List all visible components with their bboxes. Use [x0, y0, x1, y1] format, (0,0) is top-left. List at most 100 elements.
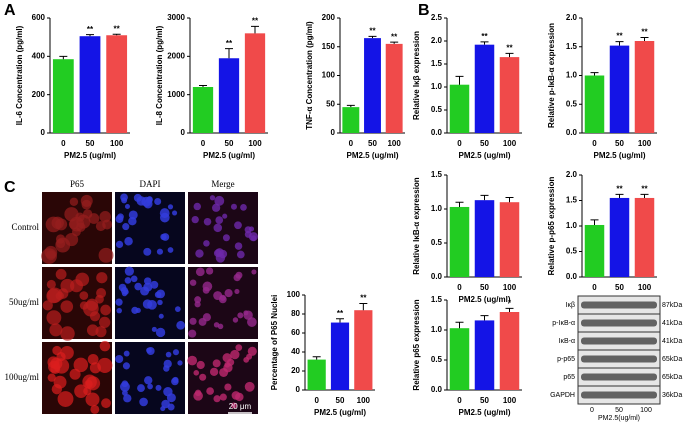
- cell: [231, 391, 241, 400]
- cell: [46, 279, 56, 290]
- significance: **: [616, 184, 623, 193]
- panel-label: C: [4, 179, 16, 196]
- y-tick-label: 0: [296, 385, 301, 394]
- error-bar: [480, 194, 489, 201]
- lane-label: 50: [615, 407, 623, 414]
- y-tick-label: 1000: [167, 90, 185, 99]
- bar: [449, 84, 470, 133]
- cell: [209, 195, 216, 201]
- band-size: 65kDa: [662, 374, 682, 381]
- x-axis-title: PM2.5 (ug/ml): [458, 295, 510, 304]
- y-tick-label: 1.0: [431, 325, 443, 334]
- cell: [115, 240, 124, 249]
- cell: [99, 340, 111, 352]
- significance: **: [641, 184, 648, 193]
- cell: [247, 346, 257, 356]
- y-tick-label: 1.0: [566, 221, 578, 230]
- cell: [95, 221, 106, 232]
- y-tick-label: 400: [32, 51, 46, 60]
- x-tick-label: 50: [368, 139, 377, 148]
- micrograph: [115, 192, 185, 264]
- bar: [192, 87, 214, 133]
- error-bar: [336, 318, 344, 323]
- cell: [165, 351, 172, 358]
- cell: [124, 204, 130, 210]
- y-tick-label: 80: [291, 309, 300, 318]
- cell: [212, 359, 221, 368]
- scale-bar-label: 20 μm: [229, 402, 252, 411]
- bar: [364, 38, 381, 133]
- cell: [124, 266, 134, 276]
- cell: [47, 373, 56, 382]
- error-bar: [455, 201, 464, 207]
- cell: [213, 395, 221, 403]
- cell: [157, 299, 163, 306]
- x-tick-label: 0: [314, 396, 319, 405]
- y-tick-label: 0.5: [566, 99, 578, 108]
- error-bar: [455, 75, 464, 85]
- cell: [143, 247, 152, 256]
- x-tick-label: 50: [480, 283, 489, 292]
- x-tick-label: 0: [201, 139, 206, 148]
- bar: [634, 41, 655, 133]
- cell: [193, 202, 201, 211]
- cell: [74, 384, 88, 398]
- cell: [139, 397, 148, 407]
- cell: [224, 383, 232, 391]
- cell: [123, 394, 132, 403]
- micrograph: [187, 342, 258, 414]
- cell: [231, 402, 237, 409]
- cell: [89, 362, 101, 374]
- cell: [196, 360, 205, 370]
- micrograph: [188, 192, 258, 264]
- y-tick-label: 100: [322, 71, 336, 80]
- cell: [188, 329, 197, 338]
- micrograph: [188, 267, 258, 339]
- y-tick-label: 20: [291, 366, 300, 375]
- cell: [160, 406, 166, 412]
- cell: [123, 350, 130, 357]
- error-bar: [640, 193, 649, 198]
- y-tick-label: 2.0: [431, 36, 443, 45]
- y-tick-label: 1.0: [431, 204, 443, 213]
- cell: [194, 301, 201, 308]
- cell: [213, 291, 223, 301]
- error-bar: [615, 41, 624, 46]
- y-tick-label: 0.5: [431, 105, 443, 114]
- cell: [99, 316, 111, 329]
- y-axis-title: TNF-α Concentration (pg/ml): [305, 21, 314, 130]
- band-size: 65kDa: [662, 356, 682, 363]
- y-tick-label: 2000: [167, 51, 185, 60]
- significance: *: [508, 299, 512, 308]
- cell: [226, 358, 235, 366]
- column-label: DAPI: [139, 179, 160, 189]
- cell: [222, 213, 228, 219]
- cell: [247, 317, 257, 327]
- cell: [251, 269, 257, 275]
- y-tick-label: 1.0: [566, 71, 578, 80]
- cell: [90, 404, 100, 414]
- cell: [234, 221, 242, 230]
- y-tick-label: 40: [291, 347, 300, 356]
- bar: [609, 45, 630, 133]
- cell: [177, 360, 183, 366]
- y-tick-label: 150: [322, 42, 336, 51]
- cell: [96, 272, 108, 284]
- cell: [244, 230, 252, 238]
- cell: [118, 283, 127, 292]
- cell: [160, 233, 167, 241]
- y-tick-label: 2.0: [566, 170, 578, 179]
- bar: [499, 202, 520, 277]
- cell: [158, 313, 164, 319]
- bar: [330, 322, 350, 390]
- band-label: p65: [563, 374, 575, 381]
- x-tick-label: 50: [336, 396, 345, 405]
- x-tick-label: 100: [503, 139, 517, 148]
- bar: [499, 57, 520, 133]
- cell: [244, 381, 255, 392]
- bar: [218, 58, 240, 133]
- band-label: p-IκB-α: [552, 320, 575, 327]
- y-tick-label: 3000: [167, 13, 185, 22]
- y-tick-label: 1.5: [431, 295, 443, 304]
- bar: [474, 320, 495, 390]
